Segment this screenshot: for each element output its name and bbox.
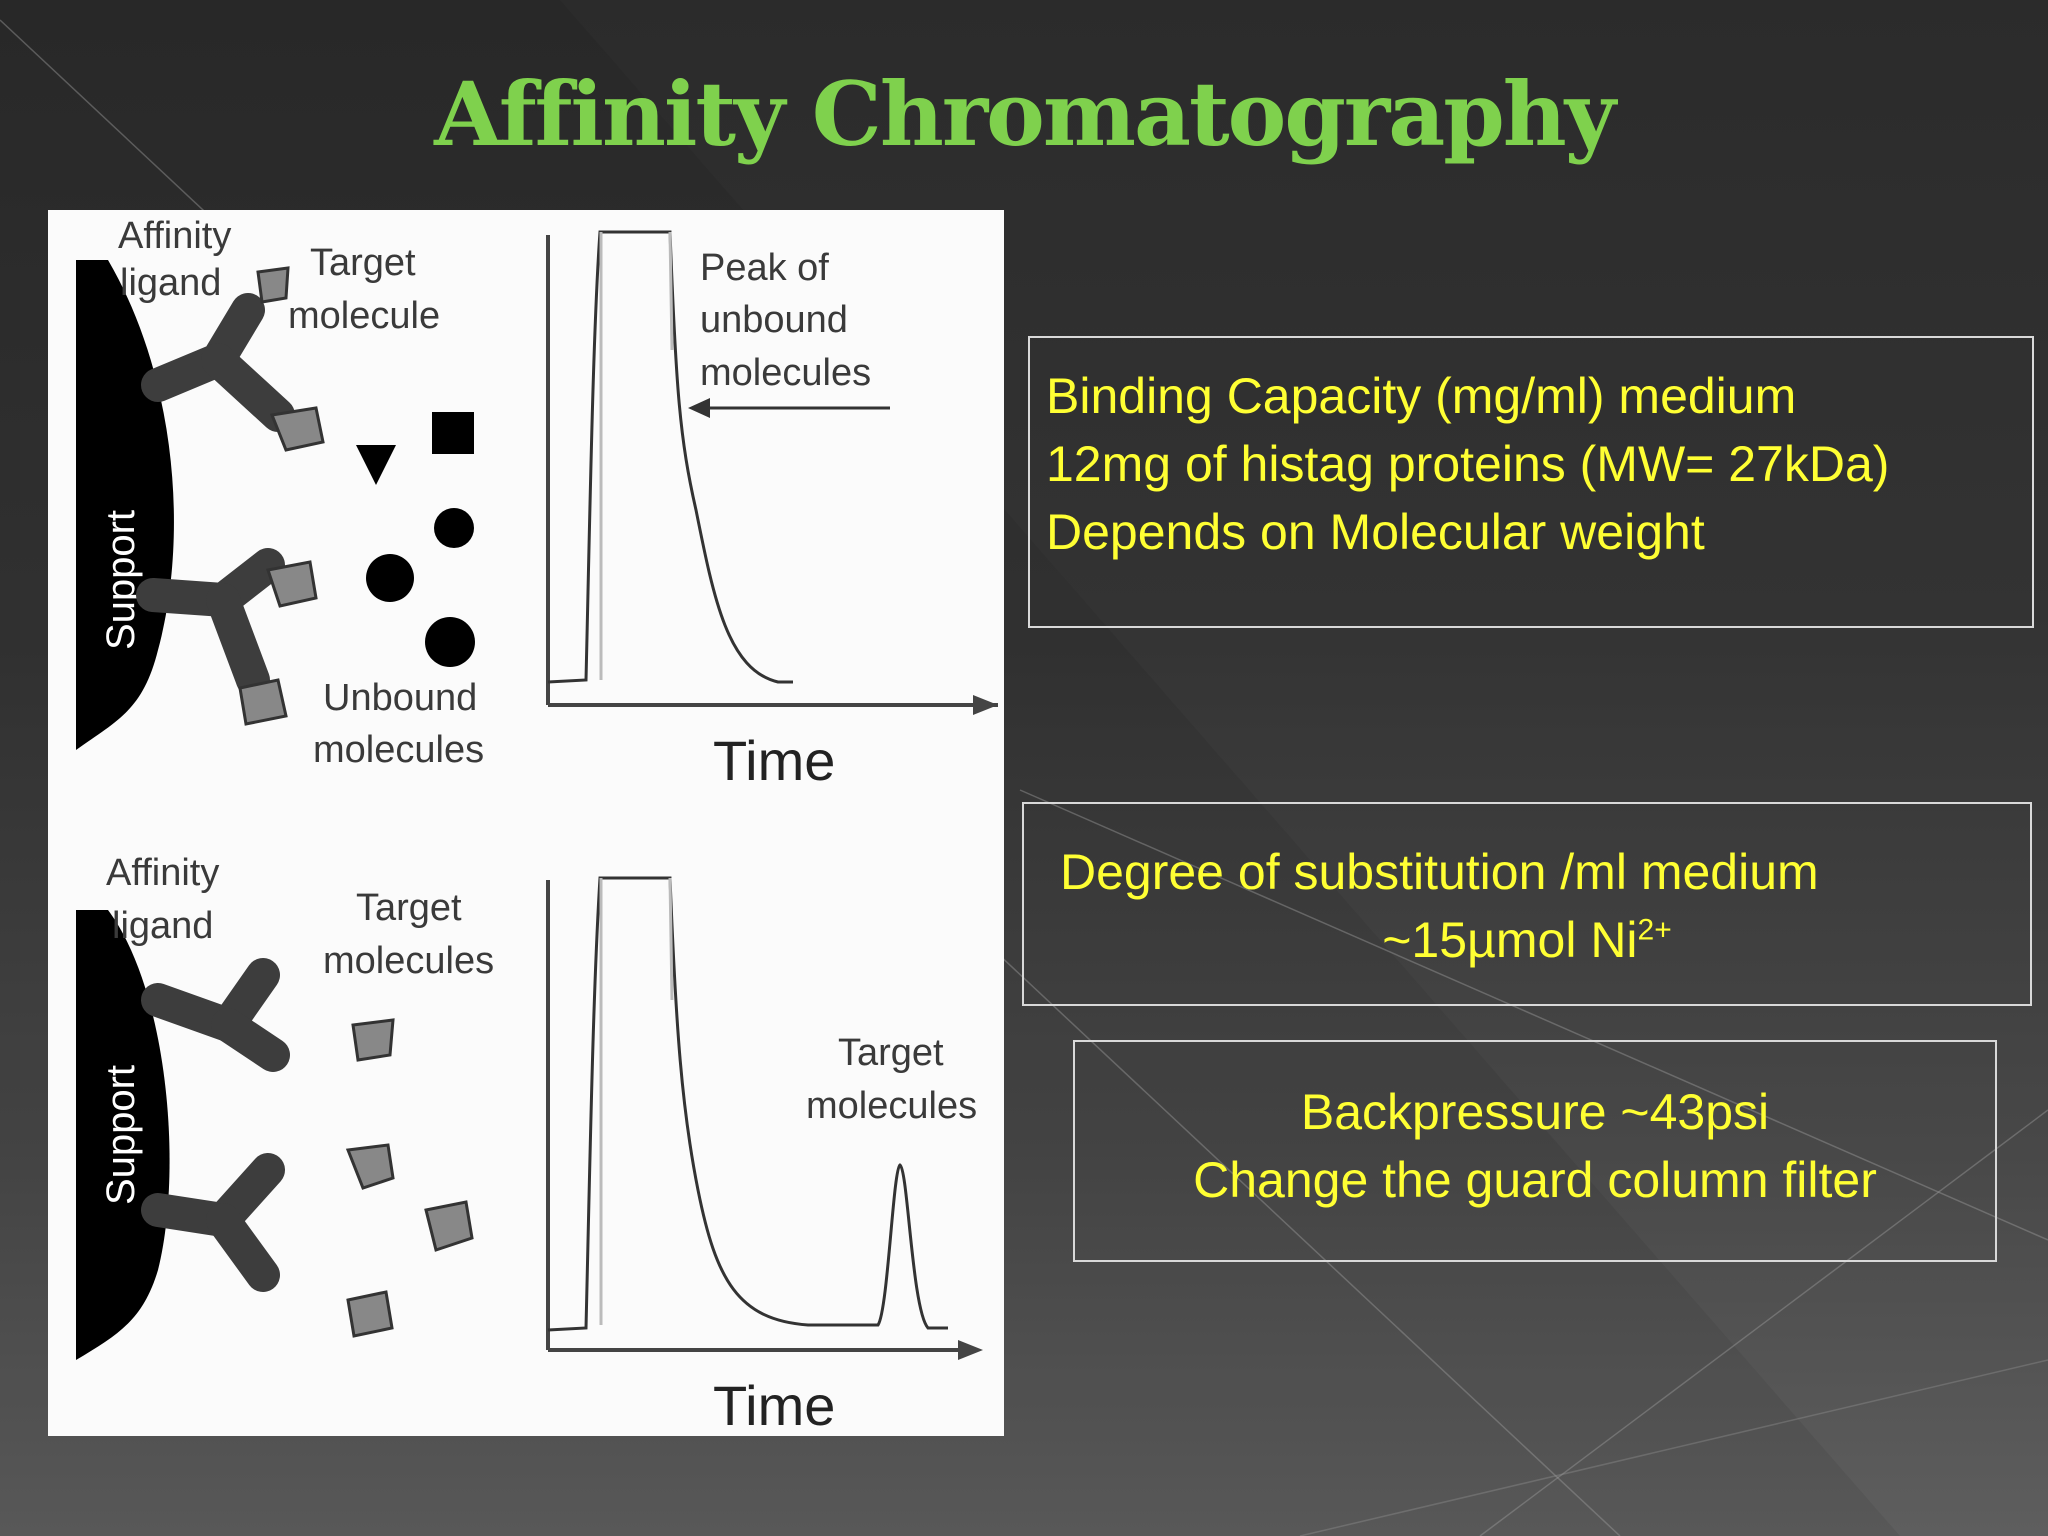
affinity-ligand-label-bottom: Affinity ligand [106,852,230,947]
time-axis-label-bottom: Time [713,1374,835,1436]
backpressure-line-2: Change the guard column filter [1193,1152,1877,1208]
ligand-branch-bottom [141,958,290,1292]
backpressure-box: Backpressure ~43psi Change the guard col… [1073,1040,1997,1262]
elution-shadow [599,877,674,1325]
degree-amount: ~15µmol Ni [1382,912,1638,968]
binding-capacity-box: Binding Capacity (mg/ml) medium 12mg of … [1028,336,2034,628]
degree-line-2: ~15µmol Ni2+ [1024,906,2030,974]
chromatogram-bottom [546,876,983,1360]
unbound-peak-shadow [599,231,674,680]
degree-of-substitution-box: Degree of substitution /ml medium ~15µmo… [1022,802,2032,1006]
target-peak-label: Target molecules [806,1032,977,1127]
support-shape-bottom [76,910,170,1360]
binding-line-3: Depends on Molecular weight [1046,504,1705,560]
unbound-molecules-label: Unbound molecules [313,677,488,771]
peak-arrow-icon [688,398,890,418]
affinity-chromatography-figure: Support [48,210,1004,1436]
affinity-ligand-label-top: Affinity ligand [118,215,242,304]
support-shape-top [76,260,174,750]
bottom-diagram: Support Affinity ligand Target molecules [76,852,983,1436]
slide-title: Affinity Chromatography [434,62,1616,166]
nickel-charge: 2+ [1637,913,1672,947]
support-label-bottom: Support [99,1065,143,1205]
top-diagram: Support [76,215,998,792]
target-molecules-label-bottom: Target molecules [323,887,494,982]
chromatogram-top [546,230,998,715]
elution-trace [547,876,948,1332]
figure-svg: Support [76,215,998,1436]
target-molecule-label-top: Target molecule [288,242,440,337]
target-molecule-icons-bottom [345,1018,474,1338]
unbound-molecule-icons [356,412,475,667]
binding-line-2: 12mg of histag proteins (MW= 27kDa) [1046,436,1890,492]
target-molecule-icons [238,266,325,726]
peak-unbound-label: Peak of unbound molecules [700,247,871,394]
backpressure-line-1: Backpressure ~43psi [1300,1084,1770,1140]
degree-line-1: Degree of substitution /ml medium [1060,844,1819,900]
support-label-top: Support [99,510,143,650]
ligand-branch [136,293,295,697]
binding-line-1: Binding Capacity (mg/ml) medium [1046,368,1797,424]
time-axis-label-top: Time [713,729,835,792]
unbound-peak-trace [547,230,793,684]
